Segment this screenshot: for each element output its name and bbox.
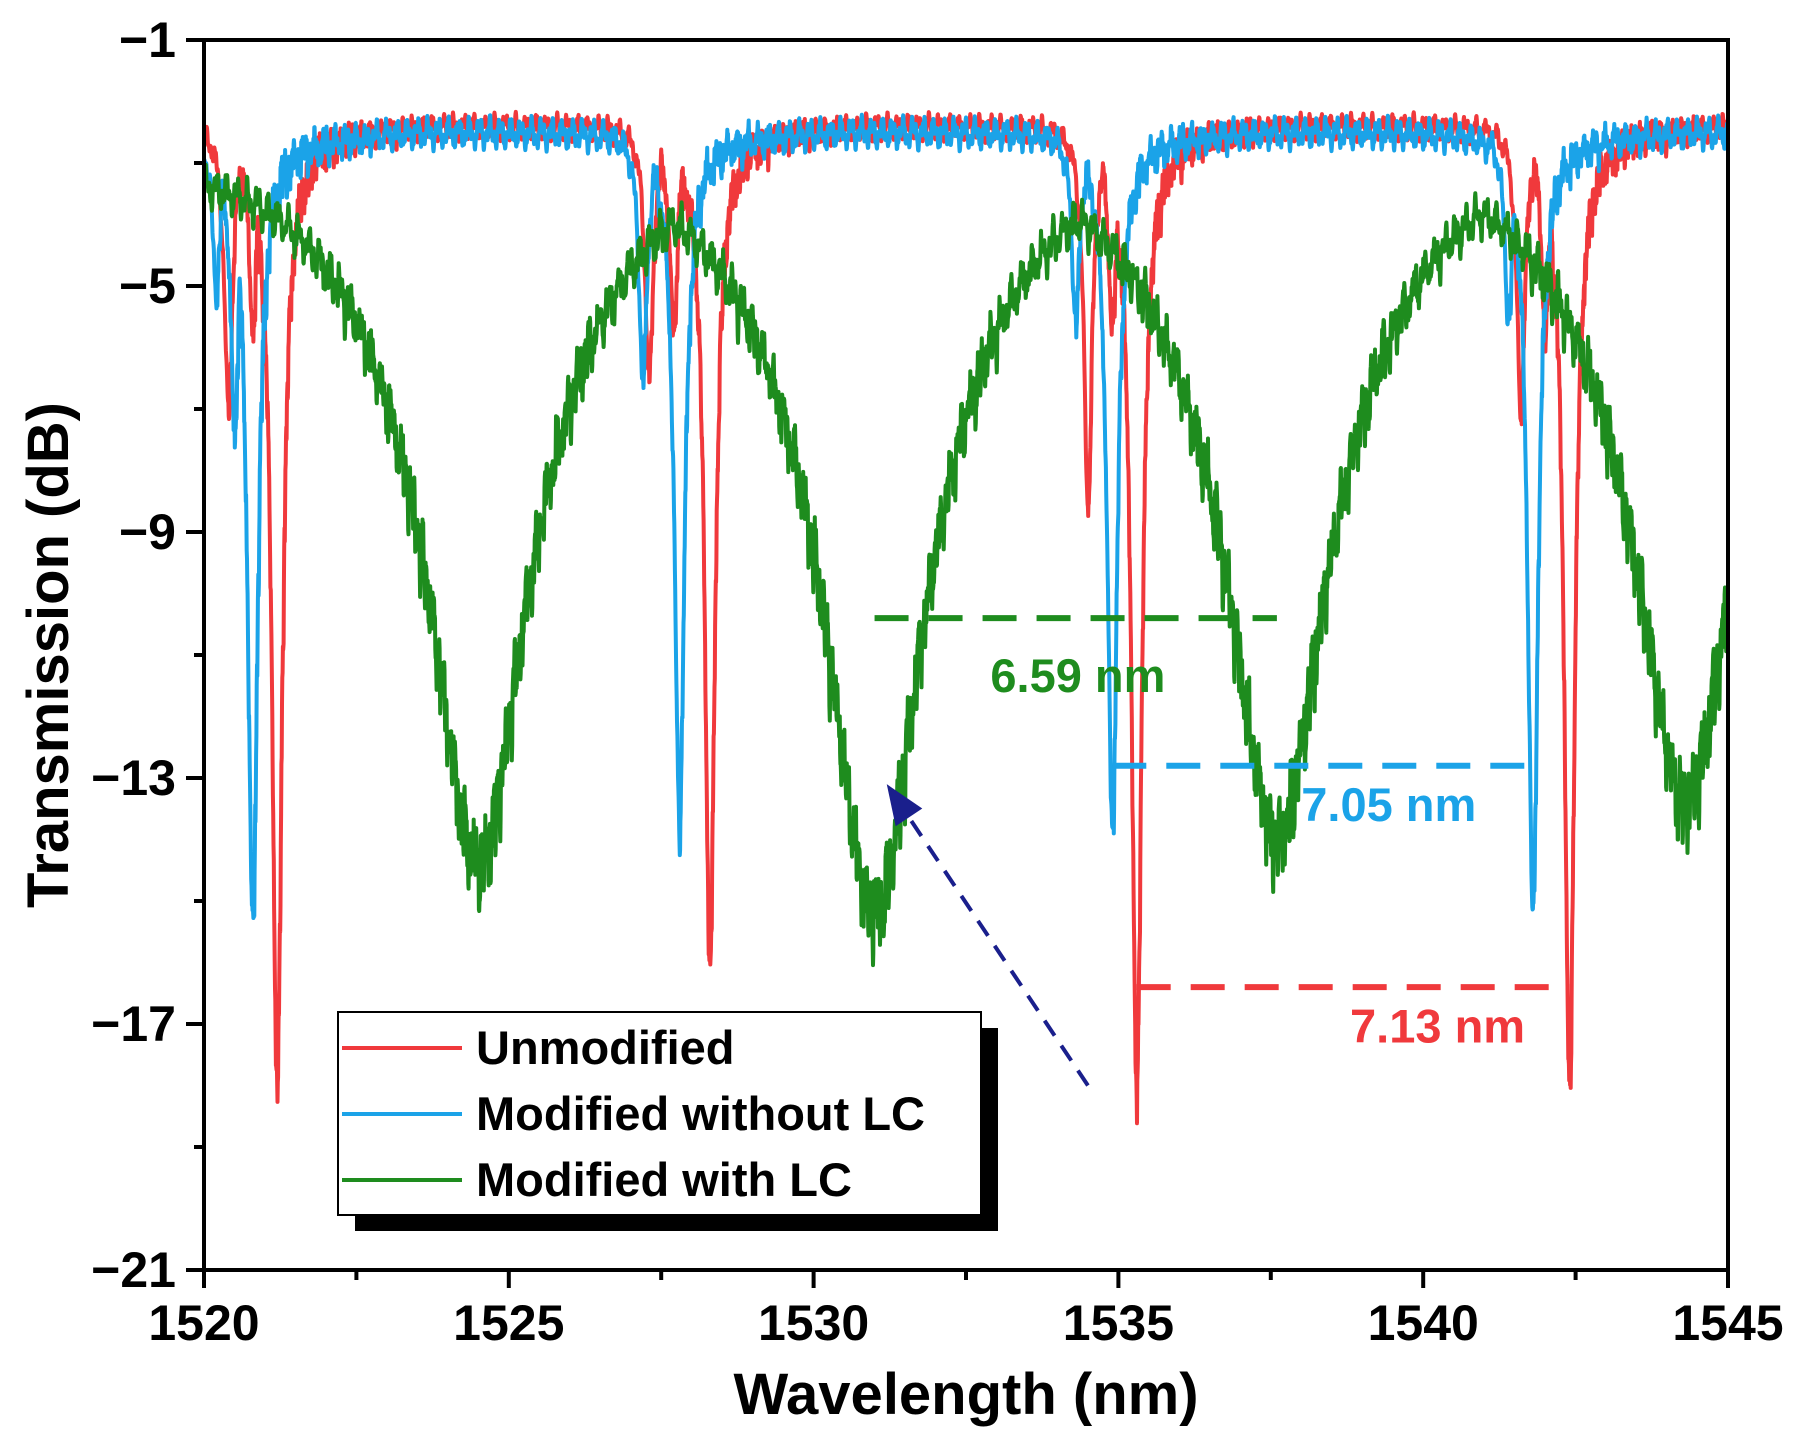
shift-arrow-head (886, 784, 923, 827)
fsr-label-3: 7.13 nm (1350, 999, 1525, 1052)
y-tick-label: −17 (91, 996, 176, 1052)
x-axis-title: Wavelength (nm) (733, 1362, 1198, 1427)
shift-arrow-shaft (907, 816, 1090, 1087)
series-line-2 (202, 112, 1730, 920)
fsr-label-2: 7.05 nm (1301, 778, 1476, 831)
x-tick-label: 1540 (1368, 1295, 1479, 1351)
legend-items: Unmodified Modified without LC Modified wi… (342, 1021, 925, 1206)
series-layer (202, 109, 1730, 1126)
y-tick-label: −5 (119, 258, 176, 314)
y-tick-label: −13 (91, 750, 176, 806)
x-tick-label: 1530 (758, 1295, 869, 1351)
legend-label-2: Modified without LC (476, 1087, 925, 1140)
series-line-3 (202, 162, 1730, 968)
legend-label-1: Unmodified (476, 1021, 734, 1074)
x-tick-label: 1520 (148, 1295, 259, 1351)
x-tick-label: 1525 (453, 1295, 564, 1351)
annotation-layer: 6.59 nm 7.05 nm 7.13 nm (874, 615, 1570, 1087)
fsr-label-1: 6.59 nm (990, 649, 1165, 702)
y-tick-label: −1 (119, 12, 176, 68)
y-axis-title: Transmission (dB) (16, 402, 81, 908)
x-tick-label: 1535 (1063, 1295, 1174, 1351)
y-tick-label: −9 (119, 504, 176, 560)
legend: Unmodified Modified without LC Modified wi… (337, 1011, 998, 1231)
tick-layer: 1520 1525 1530 1535 1540 1545 −1 −5 −9 −13 −17 −21 (91, 12, 1783, 1351)
x-tick-label: 1545 (1672, 1295, 1783, 1351)
y-tick-label: −21 (91, 1242, 176, 1298)
legend-label-3: Modified with LC (476, 1153, 852, 1206)
